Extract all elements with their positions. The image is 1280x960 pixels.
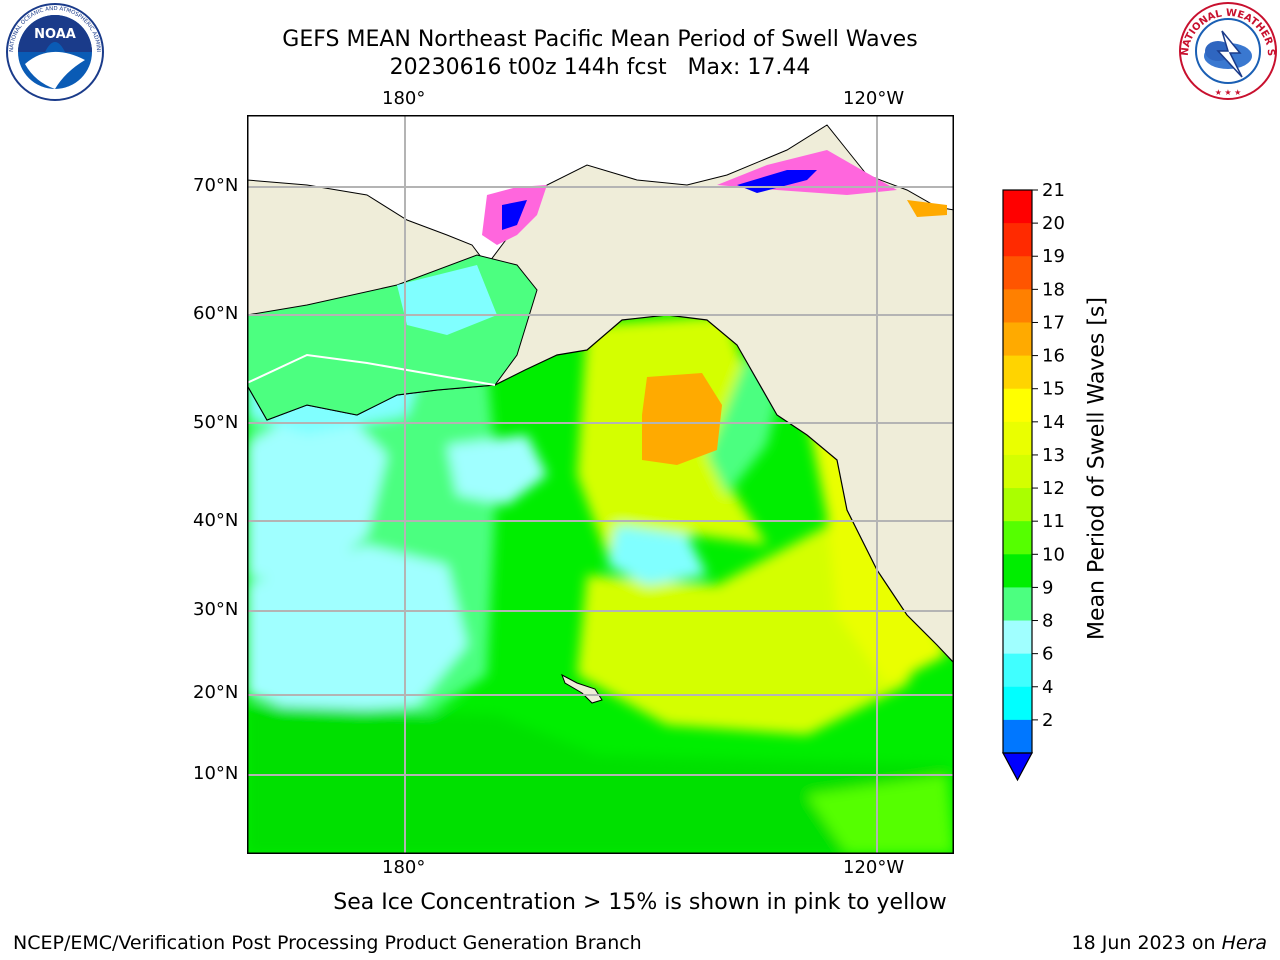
graticule: [247, 115, 954, 854]
lat-label-70n: 70°N: [193, 175, 239, 196]
colorbar-tick-label: 11: [1042, 511, 1065, 532]
map-panel: [247, 115, 954, 854]
colorbar-swatch: [1003, 653, 1032, 688]
lat-label-20n: 20°N: [193, 682, 239, 703]
footer-date-text: 18 Jun 2023 on: [1071, 932, 1222, 954]
lat-label-40n: 40°N: [193, 510, 239, 531]
colorbar-swatch: [1003, 521, 1032, 555]
colorbar-tick-label: 20: [1042, 213, 1065, 234]
colorbar-swatch: [1003, 256, 1032, 290]
colorbar-tick-label: 15: [1042, 379, 1065, 400]
colorbar-swatch: [1003, 554, 1032, 588]
footer-credit: NCEP/EMC/Verification Post Processing Pr…: [13, 932, 642, 954]
colorbar-swatch: [1003, 719, 1032, 754]
colorbar-swatch: [1003, 421, 1032, 456]
colorbar-swatch: [1003, 686, 1032, 721]
lat-label-50n: 50°N: [193, 412, 239, 433]
colorbar-tick-label: 16: [1042, 346, 1065, 367]
colorbar-label: Mean Period of Swell Waves [s]: [1084, 297, 1110, 640]
lat-label-60n: 60°N: [193, 303, 239, 324]
chart-title: GEFS MEAN Northeast Pacific Mean Period …: [282, 27, 918, 52]
lon-label-top-120w: 120°W: [843, 88, 905, 109]
colorbar-tick-label: 12: [1042, 478, 1065, 499]
svg-text:★ ★ ★: ★ ★ ★: [1215, 88, 1242, 97]
footer-date: 18 Jun 2023 on Hera: [1072, 932, 1267, 954]
colorbar: 21 20 19 18 17 16 15 14 13 12 11 10 9 8 6 4 2: [1001, 180, 1065, 782]
colorbar-tick-label: 21: [1042, 180, 1065, 201]
sea-ice-note: Sea Ice Concentration > 15% is shown in …: [333, 890, 947, 915]
colorbar-tick-label: 18: [1042, 279, 1065, 300]
lat-label-10n: 10°N: [193, 763, 239, 784]
lat-label-30n: 30°N: [193, 599, 239, 620]
chart-subtitle: 20230616 t00z 144h fcst Max: 17.44: [389, 55, 811, 80]
colorbar-tick-label: 9: [1042, 577, 1053, 598]
colorbar-swatch: [1003, 223, 1032, 257]
lon-label-top-180: 180°: [382, 88, 426, 109]
colorbar-swatch: [1003, 190, 1032, 224]
colorbar-tick-label: 6: [1042, 644, 1053, 665]
colorbar-swatch: [1003, 587, 1032, 622]
colorbar-swatch: [1003, 289, 1032, 323]
noaa-logo: NOAA NATIONAL OCEANIC AND ATMOSPHERIC AD…: [5, 2, 104, 101]
colorbar-swatch: [1003, 454, 1032, 489]
colorbar-tick-label: 14: [1042, 412, 1065, 433]
colorbar-tick-label: 8: [1042, 611, 1053, 632]
colorbar-tick-label: 17: [1042, 312, 1065, 333]
arctic-ocean: [247, 115, 954, 266]
colorbar-tick-label: 4: [1042, 677, 1053, 698]
colorbar-tick-label: 2: [1042, 710, 1053, 731]
colorbar-frame: [1002, 189, 1033, 754]
colorbar-swatch: [1003, 322, 1032, 357]
colorbar-tick-label: 13: [1042, 445, 1065, 466]
lon-label-bottom-180: 180°: [382, 857, 426, 878]
footer-host: Hera: [1221, 932, 1267, 954]
colorbar-extend-arrow: [1001, 752, 1034, 782]
colorbar-swatch: [1003, 620, 1032, 655]
nws-logo: NATIONAL WEATHER SERVICE ★ ★ ★: [1178, 1, 1277, 100]
colorbar-swatch: [1003, 488, 1032, 522]
colorbar-swatch: [1003, 355, 1032, 390]
lon-label-bottom-120w: 120°W: [843, 857, 905, 878]
noaa-logo-text: NOAA: [34, 27, 76, 42]
map-frame: [247, 115, 954, 854]
colorbar-swatch: [1003, 388, 1032, 423]
colorbar-tick-label: 19: [1042, 246, 1065, 267]
colorbar-tick-label: 10: [1042, 544, 1065, 565]
max-swell-core: [642, 373, 722, 465]
